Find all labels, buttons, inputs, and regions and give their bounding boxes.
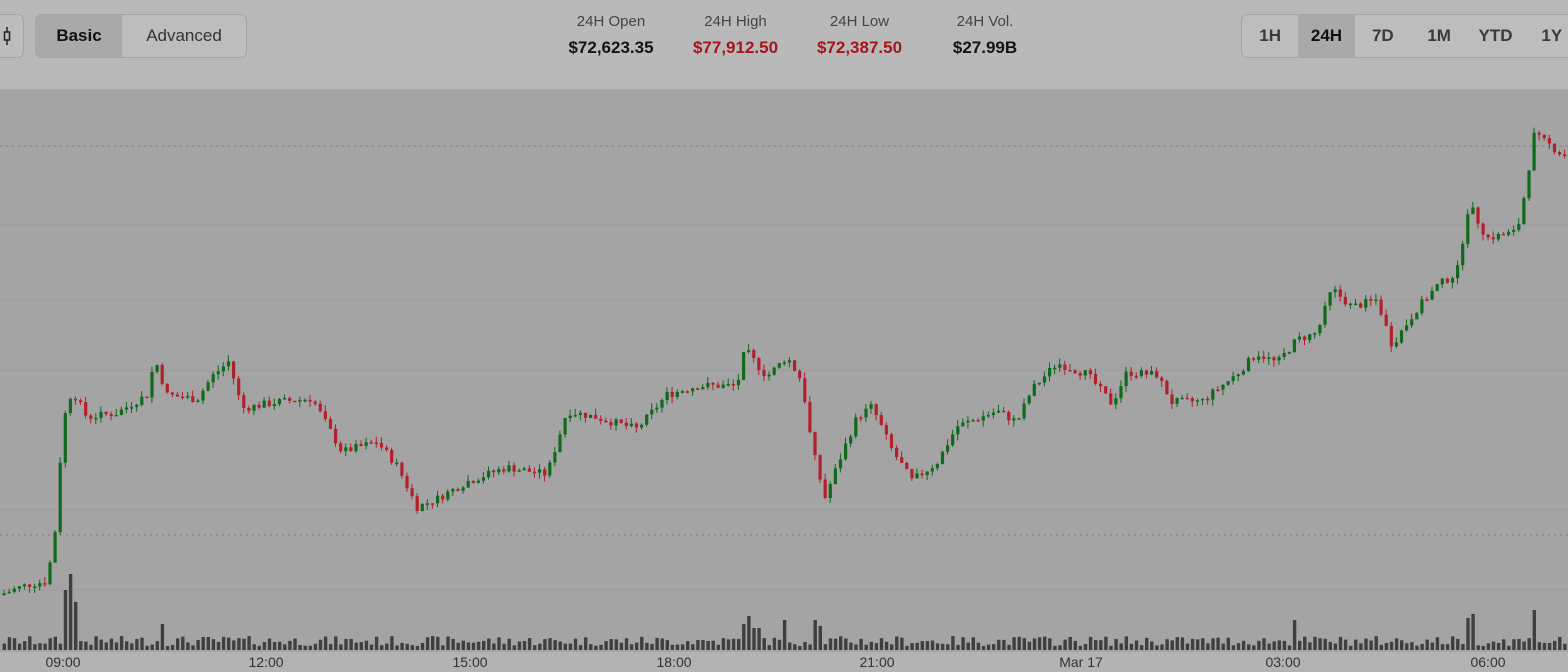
stat-24h-volume: 24H Vol. $27.99B <box>915 12 1055 58</box>
stat-label: 24H Low <box>829 13 890 30</box>
stat-24h-low: 24H Low $72,387.50 <box>804 12 915 58</box>
range-1h-button[interactable]: 1H <box>1259 26 1282 45</box>
stat-value: $77,912.50 <box>692 38 779 57</box>
mode-advanced-button[interactable]: Advanced <box>146 26 222 45</box>
x-tick-label: 06:00 <box>1470 654 1506 670</box>
x-tick-label: 12:00 <box>248 654 284 670</box>
view-mode-toggle: Basic Advanced <box>35 14 247 58</box>
stat-24h-high: 24H High $77,912.50 <box>667 12 804 58</box>
x-tick-label: 09:00 <box>45 654 81 670</box>
range-1m-button[interactable]: 1M <box>1427 26 1451 45</box>
time-range-selector: 1H 24H 7D 1M YTD 1Y <box>1241 14 1568 58</box>
x-tick-label: 18:00 <box>656 654 692 670</box>
range-1y-button[interactable]: 1Y <box>1541 26 1563 45</box>
chart-header: Basic Advanced 24H Open $72,623.35 24H H… <box>0 0 1568 90</box>
x-axis: 09:00 12:00 15:00 18:00 21:00 Mar 17 03:… <box>0 652 1568 672</box>
x-tick-label: 03:00 <box>1265 654 1301 670</box>
stat-label: 24H Vol. <box>956 13 1014 30</box>
stat-label: 24H High <box>704 13 767 30</box>
range-7d-button[interactable]: 7D <box>1371 26 1394 45</box>
candlestick-chart[interactable] <box>0 90 1568 652</box>
stat-value: $72,387.50 <box>816 38 903 57</box>
x-tick-label: 15:00 <box>452 654 488 670</box>
chart-type-button[interactable] <box>0 14 24 58</box>
stats-summary: 24H Open $72,623.35 24H High $77,912.50 … <box>555 12 1055 58</box>
x-tick-label: 21:00 <box>859 654 895 670</box>
range-ytd-button[interactable]: YTD <box>1478 26 1513 45</box>
range-24h-button[interactable]: 24H <box>1298 15 1355 57</box>
candlestick-icon <box>3 27 11 45</box>
stat-24h-open: 24H Open $72,623.35 <box>555 12 667 58</box>
x-tick-label: Mar 17 <box>1059 654 1103 670</box>
mode-basic-button[interactable]: Basic <box>36 15 122 57</box>
stat-value: $72,623.35 <box>568 38 654 57</box>
stat-value: $27.99B <box>952 38 1018 57</box>
stat-label: 24H Open <box>576 13 646 30</box>
